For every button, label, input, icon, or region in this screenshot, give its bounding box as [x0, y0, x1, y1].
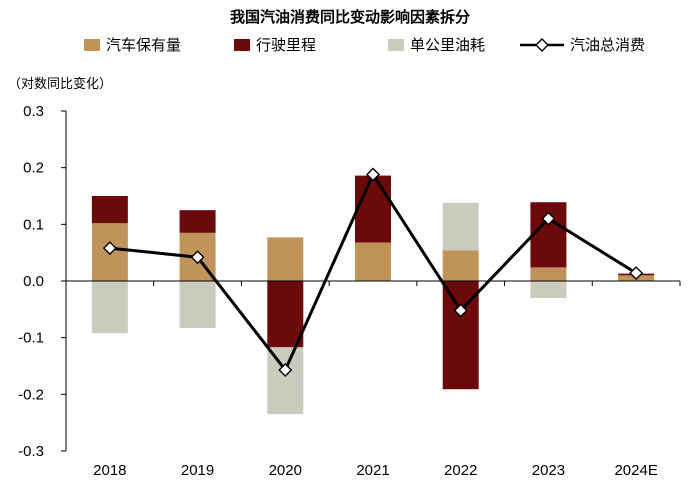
y-tick-label: -0.2 [18, 386, 44, 403]
x-tick-label: 2020 [269, 462, 302, 479]
bar-segment [267, 347, 304, 415]
axes: 0.3 0.2 0.1 0.0 -0.1 -0.2 -0.3 2018 2019 2020 2021… [18, 103, 681, 479]
legend-label: 单公里油耗 [410, 36, 485, 54]
bar-segment [530, 281, 567, 298]
bar-segment [91, 281, 128, 334]
y-tick-label: 0.1 [23, 216, 44, 233]
legend-item: 汽车保有量 [84, 36, 181, 54]
bar-segment [442, 250, 479, 281]
bar-segment [355, 242, 391, 281]
line-point [541, 211, 556, 226]
legend-swatch [388, 39, 404, 51]
legend-item: 汽油总消费 [520, 36, 645, 54]
legend: 汽车保有量 行驶里程 单公里油耗 汽油总消费 [84, 36, 645, 54]
x-tick-label: 2021 [356, 462, 389, 479]
bar-segment [355, 175, 391, 243]
x-tick-label: 2022 [444, 462, 477, 479]
x-tick-label: 2023 [532, 462, 565, 479]
legend-label: 汽油总消费 [570, 36, 645, 54]
legend-marker [535, 38, 549, 52]
bar-segment [179, 210, 216, 233]
bar-segment [530, 267, 567, 281]
legend-label: 行驶里程 [256, 36, 316, 54]
bar-segment [91, 196, 128, 224]
y-unit-label: （对数同比变化） [8, 76, 112, 92]
chart-title: 我国汽油消费同比变动影响因素拆分 [230, 8, 470, 26]
bar-segment [267, 281, 304, 348]
bar-segment [179, 281, 216, 329]
y-tick-label: 0.2 [23, 160, 44, 177]
line-point [453, 303, 468, 318]
line-point [629, 266, 644, 281]
y-tick-label: 0.3 [23, 103, 44, 120]
line-point [366, 167, 380, 182]
y-tick-label: -0.3 [18, 443, 44, 460]
x-tick-label: 2018 [93, 462, 126, 479]
bar-segment [442, 202, 479, 251]
y-tick-label: 0.0 [23, 273, 44, 290]
x-tick-label: 2019 [181, 462, 214, 479]
legend-swatch [234, 39, 250, 51]
bars [91, 175, 655, 415]
legend-item: 单公里油耗 [388, 36, 485, 54]
bar-segment [267, 237, 304, 281]
x-tick-label: 2024E [614, 462, 657, 479]
line-point [278, 362, 293, 377]
legend-swatch [84, 39, 100, 51]
legend-item: 行驶里程 [234, 36, 316, 54]
line-layer [102, 167, 644, 377]
y-tick-label: -0.1 [18, 330, 44, 347]
legend-label: 汽车保有量 [106, 36, 181, 54]
line-point [190, 250, 205, 265]
line-point [102, 241, 117, 256]
